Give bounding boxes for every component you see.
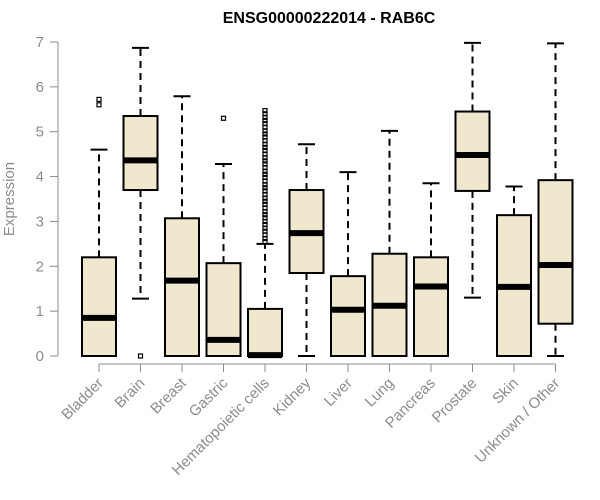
x-tick-label: Bladder — [58, 375, 107, 424]
outlier-point — [262, 117, 268, 124]
box-kidney — [288, 143, 325, 357]
outlier-point — [96, 96, 102, 103]
box-prostate — [454, 41, 491, 299]
outlier-point — [137, 353, 144, 359]
x-tick-label: Skin — [489, 375, 522, 408]
y-axis: 0 1 2 3 4 5 6 7 — [36, 34, 59, 365]
outlier-point — [262, 239, 268, 245]
x-tick-label: Brain — [112, 375, 149, 412]
chart-title: ENSG00000222014 - RAB6C — [223, 10, 436, 27]
box-iqr — [247, 307, 283, 357]
y-axis-label: Expression — [1, 162, 18, 236]
x-tick-label: Lung — [362, 375, 398, 411]
y-tick-label: 5 — [36, 124, 44, 141]
y-tick-label: 6 — [36, 79, 44, 96]
box-lung — [371, 129, 408, 357]
outlier-point — [262, 171, 268, 177]
outlier-point — [262, 198, 268, 204]
outlier-point — [262, 147, 268, 154]
outlier-point — [262, 161, 268, 167]
outlier-point — [262, 212, 268, 218]
box-iqr — [537, 179, 574, 325]
box-bladder — [81, 96, 117, 358]
y-tick-label: 3 — [36, 213, 44, 230]
box-skin — [496, 185, 532, 357]
outlier-point — [220, 115, 227, 121]
box-series — [81, 41, 574, 359]
outlier-point — [262, 201, 268, 207]
outlier-point — [262, 158, 268, 164]
outlier-point — [262, 185, 268, 191]
x-tick-label: Prostate — [429, 375, 481, 427]
y-tick-label: 0 — [36, 348, 44, 365]
outlier-point — [262, 131, 268, 137]
outlier-point — [262, 228, 268, 234]
outlier-point — [262, 215, 268, 221]
outlier-point — [96, 102, 102, 108]
y-tick-label: 7 — [36, 34, 44, 51]
outlier-point — [262, 111, 268, 117]
y-tick-label: 1 — [36, 303, 44, 320]
x-tick-label: Kidney — [270, 374, 315, 419]
box-iqr — [164, 217, 200, 357]
y-tick-label: 2 — [36, 258, 44, 275]
box-iqr — [81, 256, 117, 358]
outlier-point — [262, 174, 268, 181]
y-tick-label: 4 — [36, 169, 44, 186]
box-unknown-other — [537, 42, 574, 357]
outlier-point — [262, 134, 268, 140]
box-pancreas — [413, 182, 449, 358]
box-gastric — [205, 115, 242, 358]
outlier-point — [262, 108, 268, 114]
box-iqr — [122, 115, 159, 192]
box-liver — [330, 171, 366, 358]
outlier-point — [262, 121, 268, 127]
box-iqr — [454, 110, 491, 192]
outlier-point — [262, 221, 268, 228]
outlier-point — [262, 144, 268, 151]
box-hematopoietic-cells — [247, 108, 283, 359]
x-tick-label: Liver — [321, 375, 356, 410]
outlier-point — [262, 188, 268, 194]
x-tick-label: Breast — [147, 374, 190, 417]
box-brain — [122, 46, 159, 359]
box-iqr — [330, 275, 366, 358]
box-breast — [164, 95, 200, 357]
box-iqr — [413, 256, 449, 358]
